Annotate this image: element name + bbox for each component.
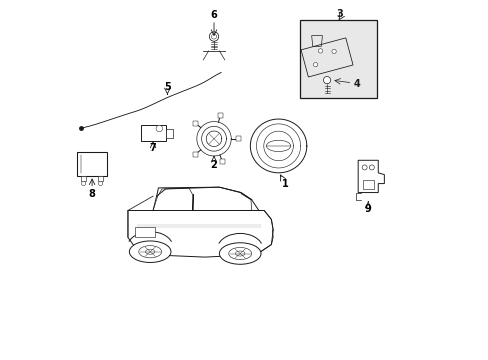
Text: 9: 9	[364, 204, 371, 215]
Bar	[235, 136, 241, 141]
Text: 6: 6	[210, 10, 217, 20]
Polygon shape	[250, 119, 306, 173]
Polygon shape	[201, 126, 226, 151]
Bar	[192, 152, 198, 157]
Ellipse shape	[145, 249, 155, 254]
Circle shape	[313, 63, 317, 67]
Bar	[98, 176, 103, 181]
Ellipse shape	[129, 241, 171, 262]
Circle shape	[98, 181, 102, 185]
Bar	[165, 129, 173, 138]
Bar	[300, 21, 376, 98]
Bar	[135, 226, 155, 237]
Text: 1: 1	[281, 179, 288, 189]
Bar	[81, 176, 86, 181]
Circle shape	[331, 49, 336, 54]
Bar	[140, 125, 165, 141]
Circle shape	[81, 181, 85, 185]
Polygon shape	[206, 131, 222, 147]
Bar	[77, 152, 107, 176]
Text: 4: 4	[353, 78, 360, 89]
Bar	[362, 180, 373, 189]
Bar	[217, 113, 223, 118]
Bar	[300, 21, 376, 98]
Text: 7: 7	[149, 143, 156, 153]
Bar	[192, 121, 198, 126]
Text: 3: 3	[335, 9, 342, 19]
Polygon shape	[196, 122, 231, 156]
Circle shape	[211, 34, 216, 39]
Ellipse shape	[219, 243, 261, 264]
Circle shape	[209, 32, 218, 41]
Circle shape	[362, 165, 366, 170]
Ellipse shape	[228, 247, 251, 260]
Text: 8: 8	[88, 189, 95, 199]
Ellipse shape	[235, 251, 244, 256]
Ellipse shape	[266, 140, 290, 152]
Circle shape	[156, 125, 162, 132]
Circle shape	[318, 49, 322, 53]
Circle shape	[368, 165, 373, 170]
Bar	[220, 159, 224, 164]
Text: 5: 5	[163, 82, 170, 92]
Ellipse shape	[139, 246, 162, 258]
Circle shape	[323, 77, 330, 84]
Text: 2: 2	[210, 159, 217, 170]
